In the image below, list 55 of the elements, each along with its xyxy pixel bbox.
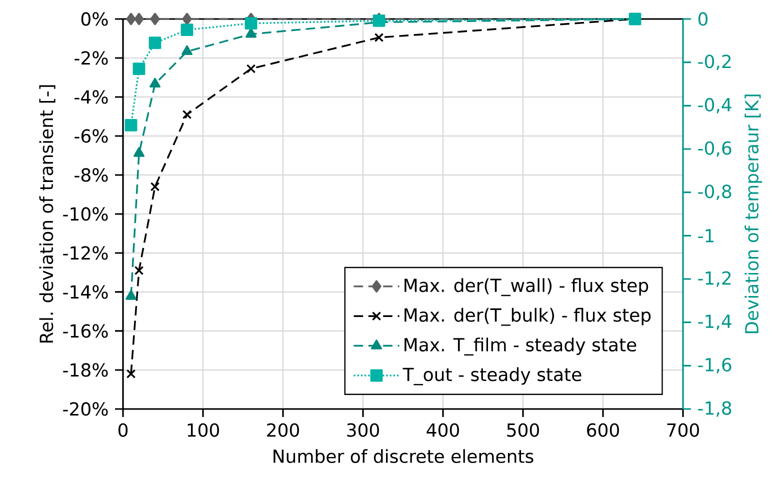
y2-tick-label: -0,8 — [698, 184, 732, 200]
point — [148, 36, 162, 50]
y-tick-label: -4% — [74, 90, 108, 104]
point — [134, 147, 144, 157]
point — [374, 32, 384, 42]
legend-label: Max. T_film - steady state — [404, 338, 636, 356]
y2-tick-label: 0 — [698, 12, 708, 26]
point — [126, 12, 136, 26]
y2-tick-label: -1,4 — [698, 314, 732, 330]
x-tick-label: 300 — [347, 423, 379, 437]
x-tick-label: 200 — [267, 423, 299, 437]
point — [182, 110, 192, 120]
legend-label: T_out - steady state — [402, 367, 582, 386]
x-tick-label: 100 — [188, 423, 219, 437]
y-tick-label: -10% — [63, 207, 108, 221]
point — [134, 12, 144, 26]
y2-tick-label: -1,6 — [698, 358, 732, 374]
point — [150, 182, 160, 192]
x-tick-label: 0 — [118, 423, 128, 437]
y-tick-label: -12% — [63, 246, 108, 260]
y-tick-label: -18% — [63, 363, 108, 377]
legend-label: Max. der(T_bulk) - flux step — [404, 308, 651, 326]
point — [150, 12, 160, 26]
point — [134, 266, 144, 276]
point — [182, 12, 192, 26]
y2-tick-label: -0,2 — [698, 54, 731, 70]
y2-tick-label: -1,8 — [698, 401, 732, 417]
x-tick-label: 400 — [426, 423, 459, 437]
point — [124, 118, 138, 132]
point — [180, 24, 194, 36]
x-tick-label: 600 — [587, 423, 619, 437]
y2-tick-label: -1,2 — [698, 271, 731, 287]
y-tick-label: -2% — [74, 51, 108, 65]
y-tick-label: -16% — [63, 324, 108, 338]
y2-tick-label: -1 — [698, 229, 714, 242]
point — [132, 62, 146, 76]
y-axis-title: Rel. deviation of transient [-] — [39, 85, 56, 343]
point — [126, 290, 136, 300]
y-tick-label: -6% — [74, 129, 108, 143]
x-axis-title: Number of discrete elements — [274, 449, 534, 464]
x-tick-label: 500 — [507, 423, 539, 437]
y2-axis-title: Deviation of temperaur [K] — [744, 94, 762, 334]
point — [246, 64, 256, 74]
y2-tick-label: -0,6 — [698, 141, 732, 157]
legend-label: Max. der(T_wall) - flux step — [404, 278, 648, 296]
y2-tick-label: -0,4 — [698, 98, 732, 114]
y-tick-label: -8% — [74, 168, 108, 182]
point — [126, 369, 136, 379]
point — [150, 78, 160, 88]
y-tick-label: -20% — [63, 402, 108, 416]
point — [182, 45, 192, 56]
y-tick-label: 0% — [81, 12, 108, 26]
y-tick-label: -14% — [63, 285, 108, 299]
x-tick-label: 700 — [667, 423, 699, 437]
point — [244, 17, 258, 30]
